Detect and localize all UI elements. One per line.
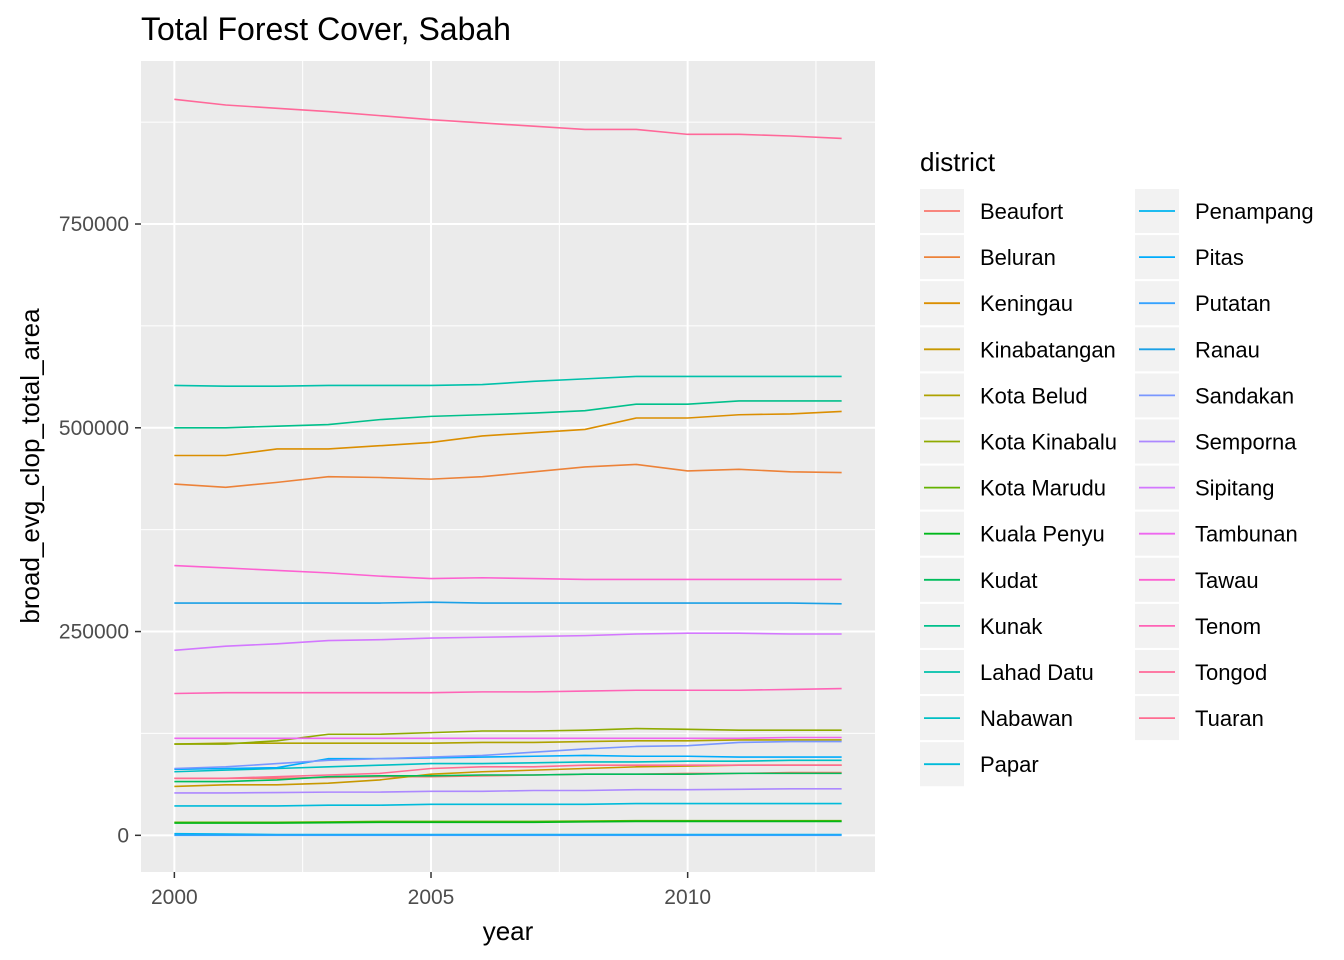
legend-label: Nabawan xyxy=(980,706,1073,731)
x-tick-label: 2010 xyxy=(664,886,711,909)
series-line xyxy=(174,632,842,652)
series-line xyxy=(174,788,842,794)
y-tick-label: 0 xyxy=(117,824,129,847)
x-tick-label: 2005 xyxy=(408,886,455,909)
legend-label: Lahad Datu xyxy=(980,660,1094,685)
series-line xyxy=(174,772,842,783)
legend-label: Tuaran xyxy=(1195,706,1264,731)
series-line xyxy=(174,463,842,489)
legend-label: Sandakan xyxy=(1195,383,1294,408)
series-line xyxy=(174,736,842,740)
y-axis-title: broad_evg_clop_total_area xyxy=(15,308,45,624)
series-line xyxy=(174,819,842,824)
legend-label: Semporna xyxy=(1195,430,1297,455)
series-line xyxy=(174,400,842,429)
legend-label: Penampang xyxy=(1195,199,1314,224)
series-line xyxy=(174,740,842,770)
legend-label: Kinabatangan xyxy=(980,337,1116,362)
x-tick-label: 2000 xyxy=(151,886,198,909)
legend-label: Putatan xyxy=(1195,291,1271,316)
series-lines xyxy=(174,98,842,837)
y-axis: 0 250000 500000 750000 xyxy=(59,213,141,847)
legend-label: Sipitang xyxy=(1195,476,1275,501)
series-line xyxy=(174,375,842,388)
legend-label: Tambunan xyxy=(1195,522,1298,547)
legend-label: Ranau xyxy=(1195,337,1260,362)
legend-label: Kota Belud xyxy=(980,383,1088,408)
legend-title: district xyxy=(920,147,996,177)
legend-label: Keningau xyxy=(980,291,1073,316)
y-tick-label: 250000 xyxy=(59,621,129,644)
legend-items: Beaufort Beluran Keningau Kinabatangan Kota … xyxy=(920,189,1314,787)
series-line xyxy=(174,727,842,745)
x-axis: 2000 2005 2010 xyxy=(151,872,711,909)
series-line xyxy=(174,754,842,771)
legend: district Beaufort Beluran Keningau Kinabata… xyxy=(920,147,1314,787)
chart-title: Total Forest Cover, Sabah xyxy=(141,11,511,47)
legend-label: Tawau xyxy=(1195,568,1259,593)
series-line xyxy=(174,764,842,780)
legend-label: Kota Marudu xyxy=(980,476,1106,501)
series-line xyxy=(174,98,842,140)
series-line xyxy=(174,832,842,836)
minor-gridlines xyxy=(141,61,875,872)
legend-label: Kudat xyxy=(980,568,1038,593)
y-tick-label: 500000 xyxy=(59,417,129,440)
legend-label: Beluran xyxy=(980,245,1056,270)
legend-label: Papar xyxy=(980,752,1039,777)
x-axis-title: year xyxy=(483,916,534,946)
legend-label: Beaufort xyxy=(980,199,1063,224)
series-line xyxy=(174,820,842,824)
series-line xyxy=(174,601,842,605)
legend-label: Kunak xyxy=(980,614,1043,639)
plot-panel xyxy=(141,61,875,872)
y-tick-label: 750000 xyxy=(59,213,129,236)
series-line xyxy=(174,564,842,581)
legend-label: Kuala Penyu xyxy=(980,522,1105,547)
series-line xyxy=(174,687,842,695)
series-line xyxy=(174,802,842,807)
series-line xyxy=(174,739,842,745)
legend-label: Tongod xyxy=(1195,660,1267,685)
legend-label: Pitas xyxy=(1195,245,1244,270)
series-line xyxy=(174,759,842,773)
legend-label: Tenom xyxy=(1195,614,1261,639)
legend-label: Kota Kinabalu xyxy=(980,430,1117,455)
series-line xyxy=(174,410,842,457)
